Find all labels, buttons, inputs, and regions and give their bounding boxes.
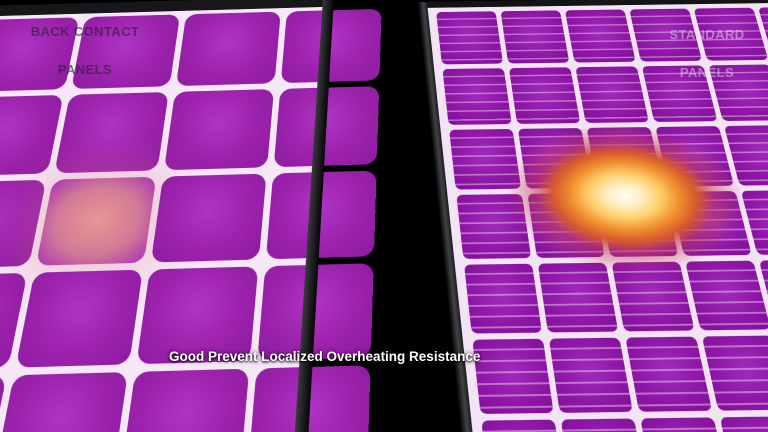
solar-cell [456,193,532,259]
solar-cell [150,173,267,263]
solar-cell [586,127,664,188]
solar-cell [537,262,619,333]
solar-cell [640,417,732,432]
solar-cell [163,89,274,171]
solar-cell [611,261,695,332]
solar-cell [655,126,734,187]
solar-cell [719,416,768,432]
solar-cell [527,192,605,258]
solar-cell [701,335,768,411]
solar-cell [548,337,633,413]
solar-cell [436,11,504,65]
solar-cell [508,67,581,124]
solar-cell [464,263,542,334]
solar-cell [0,372,128,432]
solar-cell [54,92,169,174]
solar-cell [449,128,522,190]
solar-cell [564,9,636,63]
solar-cell [0,94,64,177]
solar-cell [175,11,281,87]
back-contact-panel-label: BACK CONTACT PANELS [26,22,144,79]
standard-label-line1: STANDARD [669,27,745,42]
solar-cell [15,269,143,368]
back-contact-label-line1: BACK CONTACT [30,24,140,39]
solar-cell [517,128,593,189]
standard-label-line2: PANELS [679,65,735,80]
comparison-caption: Good Prevent Localized Overheating Resis… [169,349,481,364]
overheated-cell [35,176,157,266]
solar-cell [500,10,570,64]
solar-cell [669,191,752,256]
standard-panel-label: STANDARD PANELS [650,25,764,82]
solar-cell [625,336,713,412]
solar-cell [120,368,250,432]
solar-cell [442,68,512,125]
solar-cell [575,66,649,123]
solar-cell [560,418,649,432]
solar-cell [598,192,679,257]
back-contact-label-line2: PANELS [57,62,113,77]
solar-cell [685,260,768,331]
solar-cell [481,419,567,432]
solar-cell [472,338,554,414]
